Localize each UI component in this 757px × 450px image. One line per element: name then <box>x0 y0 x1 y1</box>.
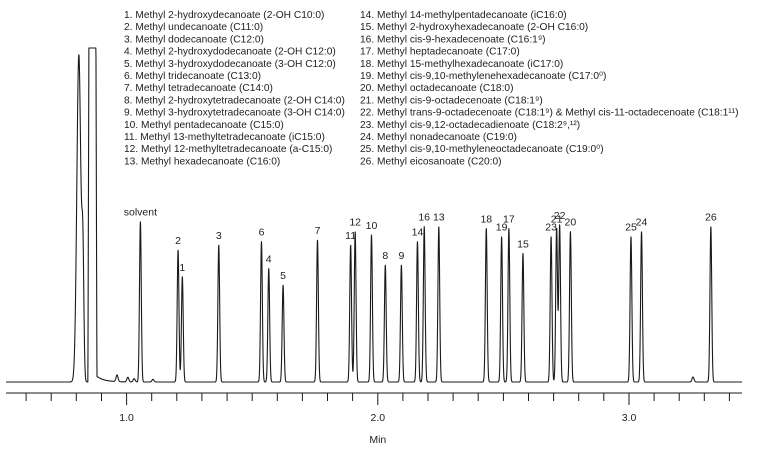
x-axis-title: Min <box>369 434 386 446</box>
peak-label: 20 <box>565 217 577 229</box>
peak-label: 19 <box>496 222 508 234</box>
legend-item: 9. Methyl 3-hydroxytetradecanoate (3-OH … <box>124 108 345 119</box>
legend-item: 13. Methyl hexadecanoate (C16:0) <box>124 156 280 167</box>
legend-item: 11. Methyl 13-methyltetradecanoate (iC15… <box>124 132 325 143</box>
legend-item: 5. Methyl 3-hydroxydodecanoate (3-OH C12… <box>124 59 336 70</box>
legend-item: 26. Methyl eicosanoate (C20:0) <box>360 156 502 167</box>
peak-label: 17 <box>503 213 515 225</box>
peak-label: 13 <box>433 212 445 224</box>
legend-item: 16. Methyl cis-9-hexadecenoate (C16:1⁹) <box>360 34 546 45</box>
peak-label: 22 <box>554 210 566 222</box>
legend-item: 15. Methyl 2-hydroxyhexadecanoate (2-OH … <box>360 22 588 33</box>
legend-item: 21. Methyl cis-9-octadecenoate (C18:1⁹) <box>360 95 543 106</box>
legend-item: 20. Methyl octadecanoate (C18:0) <box>360 83 513 94</box>
peak-label: 14 <box>412 227 424 239</box>
legend-item: 6. Methyl tridecanoate (C13:0) <box>124 71 261 82</box>
peak-label: 15 <box>517 238 529 250</box>
legend-item: 23. Methyl cis-9,12-octadecadienoate (C1… <box>360 120 580 131</box>
peak-label: 16 <box>418 212 430 224</box>
peak-label: 26 <box>705 212 717 224</box>
x-axis-ticks: 1.0 2.0 3.0 <box>25 393 730 424</box>
peak-label: 24 <box>636 217 648 229</box>
legend-item: 1. Methyl 2-hydroxydecanoate (2-OH C10:0… <box>124 10 324 21</box>
peak-label: 25 <box>625 222 637 234</box>
legend-item: 22. Methyl trans-9-octadecenoate (C18:1⁹… <box>360 108 738 119</box>
legend-item: 17. Methyl heptadecanoate (C17:0) <box>360 47 520 58</box>
legend-item: 14. Methyl 14-methylpentadecanoate (iC16… <box>360 10 567 21</box>
legend-item: 18. Methyl 15-methylhexadecanoate (iC17:… <box>360 59 563 70</box>
peak-label: 5 <box>280 270 286 282</box>
peak-label: 11 <box>345 230 356 242</box>
x-tick-label: 1.0 <box>119 412 134 424</box>
legend-item: 7. Methyl tetradecanoate (C14:0) <box>124 83 273 94</box>
peak-label: solvent <box>124 207 157 219</box>
x-tick-label: 3.0 <box>622 412 637 424</box>
peak-label: 7 <box>315 225 321 237</box>
peak-label: 4 <box>266 253 272 265</box>
legend-item: 25. Methyl cis-9,10-methyleneoctadecanoa… <box>360 144 604 155</box>
legend-item: 10. Methyl pentadecanoate (C15:0) <box>124 120 284 131</box>
legend-item: 19. Methyl cis-9,10-methylenehexadecanoa… <box>360 71 606 82</box>
peak-label: 23 <box>545 222 557 234</box>
peak-label: 2 <box>175 235 181 247</box>
peak-label: 9 <box>398 250 404 262</box>
legend-column-2: 14. Methyl 14-methylpentadecanoate (iC16… <box>360 10 738 167</box>
legend-item: 2. Methyl undecanoate (C11:0) <box>124 22 263 33</box>
peak-label: 1 <box>179 262 185 274</box>
peak-label: 3 <box>216 230 222 242</box>
legend-item: 24. Methyl nonadecanoate (C19:0) <box>360 132 517 143</box>
x-tick-label: 2.0 <box>370 412 385 424</box>
legend-item: 12. Methyl 12-methyltetradecanoate (a-C1… <box>124 144 332 155</box>
peak-label: 21 <box>551 213 563 225</box>
peak-label: 6 <box>259 227 265 239</box>
legend-column-1: 1. Methyl 2-hydroxydecanoate (2-OH C10:0… <box>124 10 345 167</box>
legend-item: 8. Methyl 2-hydroxytetradecanoate (2-OH … <box>124 95 345 106</box>
peak-label: 10 <box>366 220 378 232</box>
peak-label: 8 <box>382 250 388 262</box>
legend-item: 4. Methyl 2-hydroxydodecanoate (2-OH C12… <box>124 47 336 58</box>
peak-label: 18 <box>480 213 492 225</box>
chromatogram-trace <box>5 47 743 383</box>
peak-label: 12 <box>349 217 361 229</box>
legend-item: 3. Methyl dodecanoate (C12:0) <box>124 34 264 45</box>
